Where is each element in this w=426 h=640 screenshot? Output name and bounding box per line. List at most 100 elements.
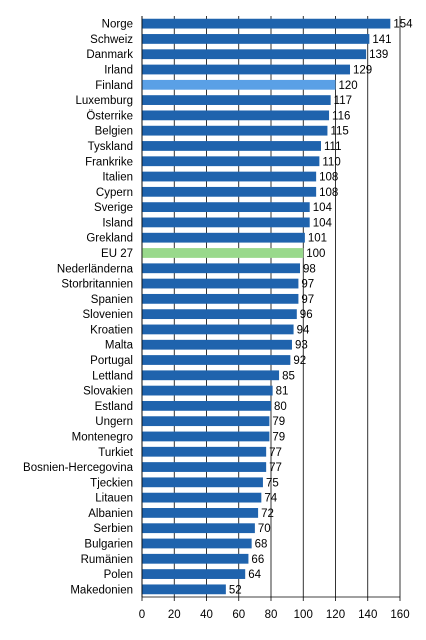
bar [142,217,310,228]
category-label: Tyskland [88,141,133,153]
category-label: Turkiet [98,447,134,459]
category-label: Slovenien [82,309,133,321]
data-label: 77 [269,447,282,459]
data-label: 77 [269,462,282,474]
data-label: 70 [258,523,271,535]
category-label: Sverige [94,202,133,214]
bar [142,171,317,182]
bar [142,232,305,243]
data-label: 139 [369,49,388,61]
category-label: Grekland [86,233,133,245]
bar [142,477,263,488]
bar [142,18,391,29]
category-label: Luxemburg [75,95,133,107]
data-label: 94 [297,324,310,336]
x-tick-label: 100 [294,609,313,621]
data-label: 101 [308,233,327,245]
category-label: Norge [102,19,133,31]
category-label: Portugal [90,355,133,367]
data-label: 66 [251,554,264,566]
bar [142,156,320,167]
bar [142,141,321,151]
data-label: 108 [319,187,338,199]
data-label: 110 [322,156,340,168]
data-label: 141 [372,34,391,46]
category-label: Serbien [93,523,133,535]
bar [142,400,271,411]
x-axis: 0 20 40 60 80 100 120 140 160 [139,16,410,621]
category-label: Irland [104,65,133,77]
data-label: 68 [255,538,268,550]
data-label: 100 [306,248,325,260]
bar [142,431,270,442]
x-tick-label: 160 [390,609,409,621]
category-label: Spanien [91,294,133,306]
bar [142,293,299,304]
category-label: Polen [104,569,133,581]
bar [142,416,270,427]
data-label: 111 [324,141,341,153]
bar [142,508,259,518]
category-label: Cypern [96,187,133,199]
data-label: 96 [300,309,313,321]
data-label: 97 [301,294,314,306]
category-label: Danmark [86,49,133,61]
category-label: Estland [95,401,133,413]
x-tick-label: 20 [168,609,181,621]
data-label: 52 [229,584,242,596]
data-label: 64 [248,569,261,581]
category-label: Ungern [95,416,133,428]
bar [142,278,299,289]
category-label: Nederländerna [57,263,134,275]
bar [142,446,267,457]
category-label: Finland [95,80,133,92]
bar [142,263,301,274]
category-label: Tjeckien [90,477,133,489]
data-label: 93 [295,340,308,352]
bar [142,538,252,549]
data-label: 92 [293,355,306,367]
data-label: 81 [276,386,289,398]
x-tick-label: 80 [265,609,278,621]
bar [142,385,273,396]
category-label: Lettland [92,370,133,382]
bar [142,125,328,136]
data-label: 117 [334,95,352,107]
bar [142,355,291,365]
category-label: Rumänien [81,554,133,566]
data-label: 115 [330,126,348,138]
data-label: 79 [272,416,285,428]
category-label: Slovakien [83,386,133,398]
data-label: 97 [301,279,314,291]
category-label: Schweiz [90,34,133,46]
category-label: Litauen [95,493,133,505]
data-label: 108 [319,172,338,184]
category-label: Italien [102,172,133,184]
x-tick-label: 140 [358,609,377,621]
bar [142,523,255,534]
data-label: 85 [282,370,295,382]
data-label: 75 [266,477,279,489]
data-label: 80 [274,401,287,413]
category-label: Österrike [86,110,133,122]
category-label: Makedonien [70,584,133,596]
category-label: Frankrike [85,156,133,168]
category-label: Storbritannien [61,279,133,291]
bar [142,79,336,90]
bar [142,34,370,44]
category-label: Island [102,217,133,229]
bar [142,49,367,60]
bar [142,569,246,579]
data-label: 120 [339,80,358,92]
bar [142,95,331,105]
category-label: Bosnien-Hercegovina [23,462,134,474]
x-tick-label: 40 [200,609,213,621]
bar [142,492,262,503]
data-label: 79 [272,431,285,443]
category-label: Kroatien [90,324,133,336]
category-label: Montenegro [72,431,133,443]
bar [142,584,226,595]
data-label: 72 [261,508,274,520]
